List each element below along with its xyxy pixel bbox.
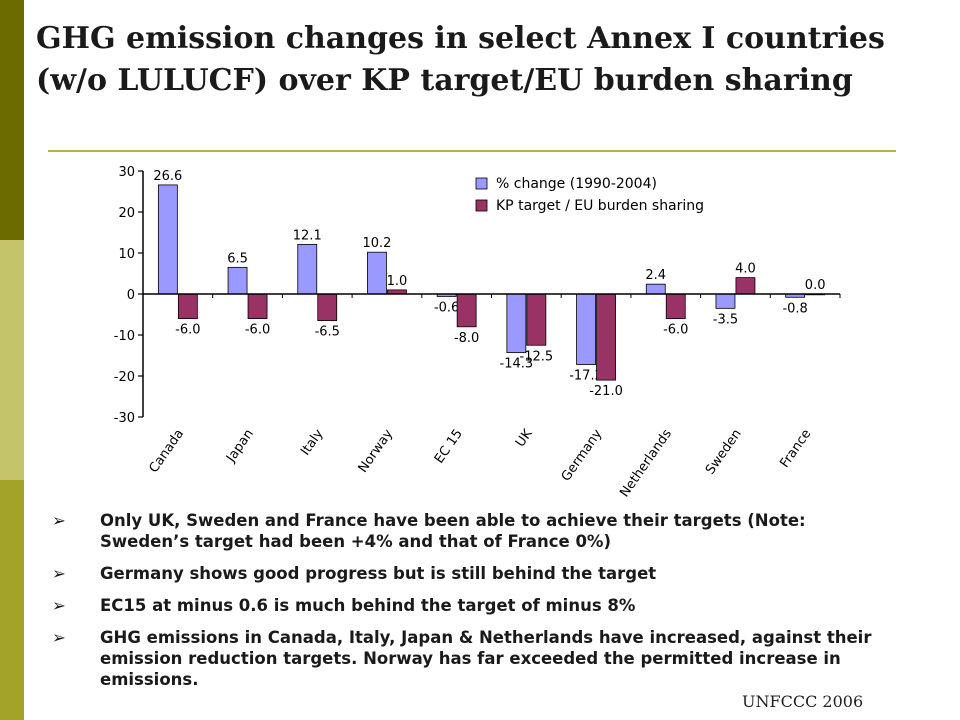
bar-data-label: -8.0 [454, 331, 479, 346]
bar-data-label: -6.0 [245, 323, 270, 338]
side-accent-bottom [0, 480, 24, 720]
side-accent-top [0, 0, 24, 240]
bar-data-label: -17.2 [569, 369, 603, 384]
x-category-label: EC 15 [432, 427, 466, 467]
y-tick-label: -30 [114, 411, 135, 426]
bar-data-label: 4.0 [735, 262, 756, 277]
y-tick-label: 30 [118, 165, 135, 180]
slide-title: GHG emission changes in select Annex I c… [36, 21, 885, 98]
bar-data-label: 0.0 [805, 278, 826, 293]
bar-data-label: -0.8 [782, 301, 807, 316]
bar-data-label: 26.6 [153, 169, 182, 184]
x-category-label: France [777, 427, 814, 471]
legend-swatch [475, 177, 488, 190]
x-category-label: Italy [298, 426, 327, 458]
bullet-text: EC15 at minus 0.6 is much behind the tar… [100, 596, 636, 615]
source-credit: UNFCCC 2006 [742, 692, 864, 711]
bar-target [177, 293, 198, 320]
bullet-list: ➢ Only UK, Sweden and France have been ab… [52, 510, 882, 701]
bar-target [665, 293, 686, 320]
bar-change [645, 283, 666, 295]
x-category-label: Sweden [703, 427, 745, 478]
bar-data-label: 1.0 [387, 274, 408, 289]
bar-data-label: -21.0 [589, 384, 623, 399]
bar-data-label: 12.1 [293, 228, 322, 243]
x-category-label: Germany [559, 426, 606, 484]
bullet-arrow-icon: ➢ [52, 596, 66, 615]
bar-change [576, 293, 596, 365]
bullet-text: Germany shows good progress but is still… [100, 564, 657, 583]
y-tick-label: -10 [114, 329, 135, 344]
bar-change [157, 184, 178, 295]
x-category-label: Canada [146, 427, 187, 476]
legend-swatch [475, 199, 488, 212]
bar-target [526, 293, 547, 346]
bar-change [367, 251, 387, 295]
bar-data-label: -12.5 [520, 349, 554, 364]
legend-label: % change (1990-2004) [496, 176, 657, 192]
y-tick-label: 10 [118, 247, 135, 262]
bar-data-label: -6.0 [175, 323, 200, 338]
y-tick-label: 20 [118, 206, 135, 221]
bar-data-label: 10.2 [362, 236, 391, 251]
bar-target [456, 293, 477, 328]
x-category-label: Netherlands [617, 427, 675, 500]
x-category-label: Norway [356, 426, 397, 475]
bar-data-label: -0.6 [434, 300, 459, 315]
y-tick-label: -20 [114, 370, 135, 385]
bullet-item: ➢ Germany shows good progress but is stil… [52, 563, 882, 584]
side-accent-middle [0, 240, 24, 480]
bar-data-label: 6.5 [227, 251, 248, 266]
bar-data-label: -6.0 [663, 323, 688, 338]
bullet-item: ➢ Only UK, Sweden and France have been ab… [52, 510, 882, 552]
bullet-text: Only UK, Sweden and France have been abl… [100, 511, 806, 551]
bar-change [715, 293, 736, 309]
bullet-text: GHG emissions in Canada, Italy, Japan & … [100, 628, 872, 689]
bar-data-label: -3.5 [713, 312, 738, 327]
x-category-label: UK [513, 426, 536, 450]
bar-target [735, 277, 756, 295]
bullet-arrow-icon: ➢ [52, 628, 66, 647]
bar-target [596, 293, 616, 381]
bullet-item: ➢ GHG emissions in Canada, Italy, Japan &… [52, 627, 882, 690]
bar-data-label: 2.4 [645, 268, 666, 283]
legend-label: KP target / EU burden sharing [496, 198, 704, 214]
bar-change [506, 293, 527, 354]
bar-data-label: -6.5 [315, 325, 340, 340]
x-category-label: Japan [223, 427, 257, 466]
bar-change [297, 243, 318, 295]
bar-change [227, 266, 248, 295]
bullet-item: ➢ EC15 at minus 0.6 is much behind the ta… [52, 595, 882, 616]
emission-bar-chart: 30 20 10 0 -10 -20 -30 26.6 -6.0 Canada 6.5 -6.0 Jap… [114, 165, 841, 500]
title-divider [48, 150, 896, 152]
bar-target [247, 293, 268, 320]
bar-data-label: -14.3 [500, 357, 534, 372]
bar-target [317, 293, 338, 322]
bullet-arrow-icon: ➢ [52, 564, 66, 583]
y-tick-label: 0 [127, 288, 135, 303]
bullet-arrow-icon: ➢ [52, 511, 66, 530]
